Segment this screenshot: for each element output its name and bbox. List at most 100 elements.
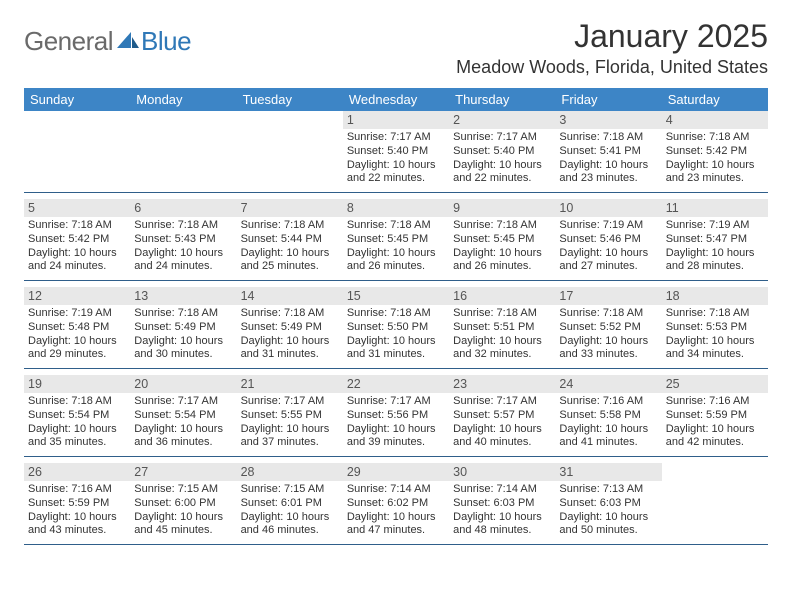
day-d1: Daylight: 10 hours <box>666 335 764 349</box>
day-d2: and 27 minutes. <box>559 260 657 274</box>
day-number: 11 <box>662 199 768 217</box>
day-number: 27 <box>130 463 236 481</box>
day-details: Sunrise: 7:18 AMSunset: 5:45 PMDaylight:… <box>347 219 445 274</box>
day-ss: Sunset: 5:45 PM <box>347 233 445 247</box>
day-sr: Sunrise: 7:17 AM <box>453 395 551 409</box>
brand-text-blue: Blue <box>141 26 191 57</box>
day-d1: Daylight: 10 hours <box>559 511 657 525</box>
day-d1: Daylight: 10 hours <box>28 511 126 525</box>
day-number: 17 <box>555 287 661 305</box>
day-d1: Daylight: 10 hours <box>666 247 764 261</box>
day-cell: 30Sunrise: 7:14 AMSunset: 6:03 PMDayligh… <box>449 463 555 544</box>
day-d1: Daylight: 10 hours <box>241 335 339 349</box>
day-sr: Sunrise: 7:17 AM <box>453 131 551 145</box>
day-number: 31 <box>555 463 661 481</box>
day-number: 16 <box>449 287 555 305</box>
day-cell: 1Sunrise: 7:17 AMSunset: 5:40 PMDaylight… <box>343 111 449 192</box>
day-cell: 25Sunrise: 7:16 AMSunset: 5:59 PMDayligh… <box>662 375 768 456</box>
day-number: 23 <box>449 375 555 393</box>
day-details: Sunrise: 7:14 AMSunset: 6:02 PMDaylight:… <box>347 483 445 538</box>
day-ss: Sunset: 5:54 PM <box>28 409 126 423</box>
day-d2: and 31 minutes. <box>347 348 445 362</box>
day-sr: Sunrise: 7:18 AM <box>453 307 551 321</box>
day-d2: and 37 minutes. <box>241 436 339 450</box>
day-number: 28 <box>237 463 343 481</box>
dow-thursday: Thursday <box>449 88 555 111</box>
day-d2: and 22 minutes. <box>453 172 551 186</box>
day-sr: Sunrise: 7:18 AM <box>134 219 232 233</box>
day-ss: Sunset: 5:54 PM <box>134 409 232 423</box>
day-ss: Sunset: 5:53 PM <box>666 321 764 335</box>
day-number: 14 <box>237 287 343 305</box>
day-cell: 2Sunrise: 7:17 AMSunset: 5:40 PMDaylight… <box>449 111 555 192</box>
day-details: Sunrise: 7:17 AMSunset: 5:54 PMDaylight:… <box>134 395 232 450</box>
day-details: Sunrise: 7:18 AMSunset: 5:45 PMDaylight:… <box>453 219 551 274</box>
day-of-week-header: Sunday Monday Tuesday Wednesday Thursday… <box>24 88 768 111</box>
day-details: Sunrise: 7:19 AMSunset: 5:48 PMDaylight:… <box>28 307 126 362</box>
day-sr: Sunrise: 7:19 AM <box>666 219 764 233</box>
day-d1: Daylight: 10 hours <box>559 335 657 349</box>
day-cell: 31Sunrise: 7:13 AMSunset: 6:03 PMDayligh… <box>555 463 661 544</box>
day-d2: and 25 minutes. <box>241 260 339 274</box>
day-ss: Sunset: 6:02 PM <box>347 497 445 511</box>
day-ss: Sunset: 5:59 PM <box>28 497 126 511</box>
day-cell: 9Sunrise: 7:18 AMSunset: 5:45 PMDaylight… <box>449 199 555 280</box>
day-number: 7 <box>237 199 343 217</box>
day-sr: Sunrise: 7:15 AM <box>134 483 232 497</box>
week-row: 12Sunrise: 7:19 AMSunset: 5:48 PMDayligh… <box>24 287 768 369</box>
day-cell: 28Sunrise: 7:15 AMSunset: 6:01 PMDayligh… <box>237 463 343 544</box>
day-details: Sunrise: 7:18 AMSunset: 5:53 PMDaylight:… <box>666 307 764 362</box>
day-cell: 24Sunrise: 7:16 AMSunset: 5:58 PMDayligh… <box>555 375 661 456</box>
day-cell <box>130 111 236 192</box>
day-ss: Sunset: 5:45 PM <box>453 233 551 247</box>
day-ss: Sunset: 5:52 PM <box>559 321 657 335</box>
day-cell: 17 Sunrise: 7:18 AMSunset: 5:52 PMDayligh… <box>555 287 661 368</box>
day-d2: and 26 minutes. <box>347 260 445 274</box>
day-sr: Sunrise: 7:18 AM <box>28 395 126 409</box>
day-sr: Sunrise: 7:18 AM <box>559 131 657 145</box>
day-details: Sunrise: 7:17 AMSunset: 5:57 PMDaylight:… <box>453 395 551 450</box>
dow-monday: Monday <box>130 88 236 111</box>
day-ss: Sunset: 5:57 PM <box>453 409 551 423</box>
day-d1: Daylight: 10 hours <box>347 247 445 261</box>
day-cell: 27Sunrise: 7:15 AMSunset: 6:00 PMDayligh… <box>130 463 236 544</box>
week-row: 26Sunrise: 7:16 AMSunset: 5:59 PMDayligh… <box>24 463 768 545</box>
day-d1: Daylight: 10 hours <box>241 423 339 437</box>
day-ss: Sunset: 6:03 PM <box>453 497 551 511</box>
day-ss: Sunset: 5:42 PM <box>28 233 126 247</box>
month-title: January 2025 <box>456 18 768 55</box>
dow-tuesday: Tuesday <box>237 88 343 111</box>
day-d2: and 45 minutes. <box>134 524 232 538</box>
calendar-grid: Sunday Monday Tuesday Wednesday Thursday… <box>24 88 768 545</box>
day-ss: Sunset: 5:40 PM <box>453 145 551 159</box>
sail-icon <box>117 32 139 55</box>
day-sr: Sunrise: 7:17 AM <box>241 395 339 409</box>
dow-friday: Friday <box>555 88 661 111</box>
day-details: Sunrise: 7:18 AMSunset: 5:50 PMDaylight:… <box>347 307 445 362</box>
day-sr: Sunrise: 7:18 AM <box>347 307 445 321</box>
day-details: Sunrise: 7:17 AMSunset: 5:40 PMDaylight:… <box>347 131 445 186</box>
day-details: Sunrise: 7:16 AMSunset: 5:59 PMDaylight:… <box>666 395 764 450</box>
day-details: Sunrise: 7:17 AMSunset: 5:56 PMDaylight:… <box>347 395 445 450</box>
day-sr: Sunrise: 7:18 AM <box>559 307 657 321</box>
brand-logo: General Blue <box>24 26 191 57</box>
day-sr: Sunrise: 7:18 AM <box>241 219 339 233</box>
day-ss: Sunset: 5:50 PM <box>347 321 445 335</box>
day-d2: and 28 minutes. <box>666 260 764 274</box>
day-cell: 21Sunrise: 7:17 AMSunset: 5:55 PMDayligh… <box>237 375 343 456</box>
day-ss: Sunset: 5:41 PM <box>559 145 657 159</box>
day-sr: Sunrise: 7:15 AM <box>241 483 339 497</box>
day-d2: and 30 minutes. <box>134 348 232 362</box>
day-details: Sunrise: 7:14 AMSunset: 6:03 PMDaylight:… <box>453 483 551 538</box>
day-d1: Daylight: 10 hours <box>666 159 764 173</box>
day-ss: Sunset: 5:58 PM <box>559 409 657 423</box>
day-cell: 7Sunrise: 7:18 AMSunset: 5:44 PMDaylight… <box>237 199 343 280</box>
dow-sunday: Sunday <box>24 88 130 111</box>
day-ss: Sunset: 5:40 PM <box>347 145 445 159</box>
day-number: 3 <box>555 111 661 129</box>
day-d1: Daylight: 10 hours <box>134 335 232 349</box>
day-details: Sunrise: 7:17 AMSunset: 5:40 PMDaylight:… <box>453 131 551 186</box>
day-d2: and 33 minutes. <box>559 348 657 362</box>
day-ss: Sunset: 5:56 PM <box>347 409 445 423</box>
day-details: Sunrise: 7:16 AMSunset: 5:59 PMDaylight:… <box>28 483 126 538</box>
